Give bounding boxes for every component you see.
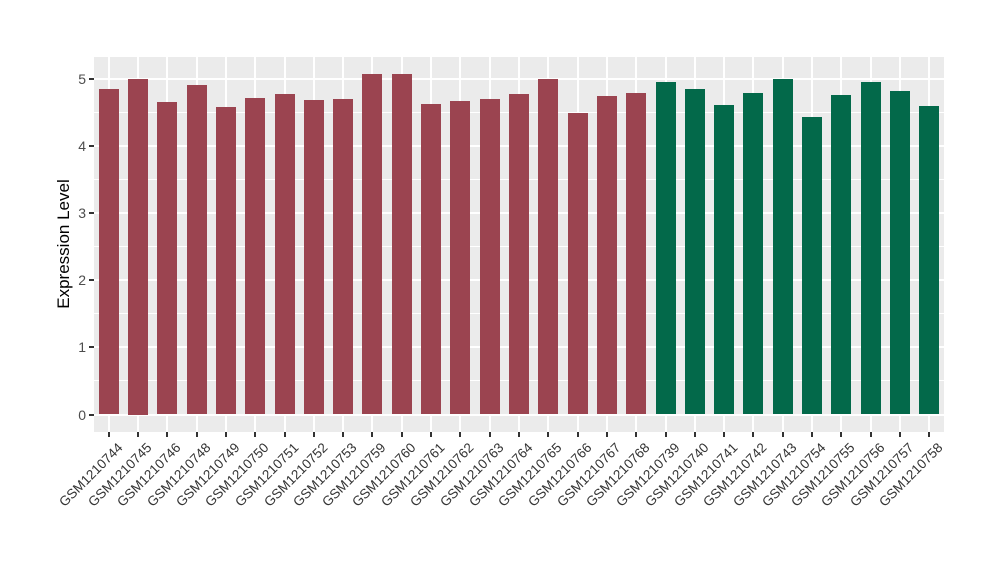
x-tick-mark: [459, 432, 462, 437]
bar-GSM1210741: [714, 105, 735, 415]
plot-panel: [94, 57, 944, 432]
x-tick-mark: [605, 432, 608, 437]
y-tick-mark: [89, 413, 94, 416]
bar-GSM1210753: [333, 99, 354, 415]
x-tick-mark: [254, 432, 257, 437]
x-tick-mark: [400, 432, 403, 437]
bar-GSM1210764: [509, 93, 529, 415]
y-tick-label: 5: [78, 70, 86, 87]
bar-GSM1210760: [391, 73, 412, 415]
x-tick-mark: [693, 432, 696, 437]
x-tick-mark: [312, 432, 315, 437]
x-tick-mark: [723, 432, 726, 437]
x-tick-mark: [869, 432, 872, 437]
x-tick-mark: [899, 432, 902, 437]
y-tick-label: 4: [78, 137, 86, 154]
y-tick-label: 1: [78, 339, 86, 356]
bar-GSM1210754: [802, 117, 823, 415]
x-tick-mark: [136, 432, 139, 437]
x-tick-mark: [840, 432, 843, 437]
bar-GSM1210759: [362, 73, 383, 415]
bar-GSM1210757: [890, 91, 911, 415]
bar-GSM1210750: [245, 97, 266, 415]
x-tick-mark: [371, 432, 374, 437]
x-tick-mark: [664, 432, 667, 437]
x-tick-mark: [166, 432, 169, 437]
bar-GSM1210748: [186, 84, 207, 415]
x-tick-mark: [547, 432, 550, 437]
x-tick-mark: [107, 432, 110, 437]
y-tick-label: 0: [78, 406, 86, 423]
y-axis-title: Expression Level: [54, 179, 73, 309]
bar-GSM1210743: [772, 79, 793, 415]
x-tick-mark: [811, 432, 814, 437]
x-tick-mark: [635, 432, 638, 437]
bar-GSM1210756: [860, 81, 881, 415]
bar-GSM1210761: [421, 104, 442, 415]
bar-GSM1210742: [743, 93, 764, 415]
bar-GSM1210765: [538, 79, 559, 415]
y-tick-mark: [89, 77, 94, 80]
x-tick-mark: [928, 432, 931, 437]
bar-GSM1210746: [157, 102, 178, 415]
x-tick-mark: [576, 432, 579, 437]
x-tick-mark: [781, 432, 784, 437]
bar-GSM1210768: [626, 92, 647, 415]
bar-GSM1210739: [655, 81, 676, 415]
bar-GSM1210745: [127, 78, 148, 415]
x-tick-mark: [518, 432, 520, 437]
x-tick-mark: [752, 432, 755, 437]
bar-GSM1210763: [479, 99, 500, 415]
bar-GSM1210752: [303, 100, 324, 415]
y-tick-mark: [89, 211, 94, 214]
bar-GSM1210751: [274, 93, 295, 415]
x-tick-mark: [224, 432, 227, 437]
y-tick-mark: [89, 346, 94, 349]
bar-GSM1210767: [596, 95, 617, 415]
bar-GSM1210758: [919, 106, 940, 415]
x-tick-mark: [430, 432, 433, 437]
bar-GSM1210749: [215, 106, 236, 415]
y-tick-label: 3: [78, 204, 86, 221]
x-tick-mark: [283, 432, 286, 437]
x-tick-mark: [342, 432, 345, 437]
y-tick-mark: [89, 144, 94, 147]
y-tick-label: 2: [78, 272, 86, 289]
bar-GSM1210755: [831, 94, 852, 415]
bar-GSM1210744: [98, 88, 119, 415]
bar-GSM1210766: [567, 112, 588, 415]
bar-GSM1210762: [450, 100, 471, 415]
x-tick-mark: [195, 432, 198, 437]
x-tick-mark: [488, 432, 491, 437]
y-tick-mark: [89, 279, 94, 282]
bar-GSM1210740: [684, 89, 705, 415]
